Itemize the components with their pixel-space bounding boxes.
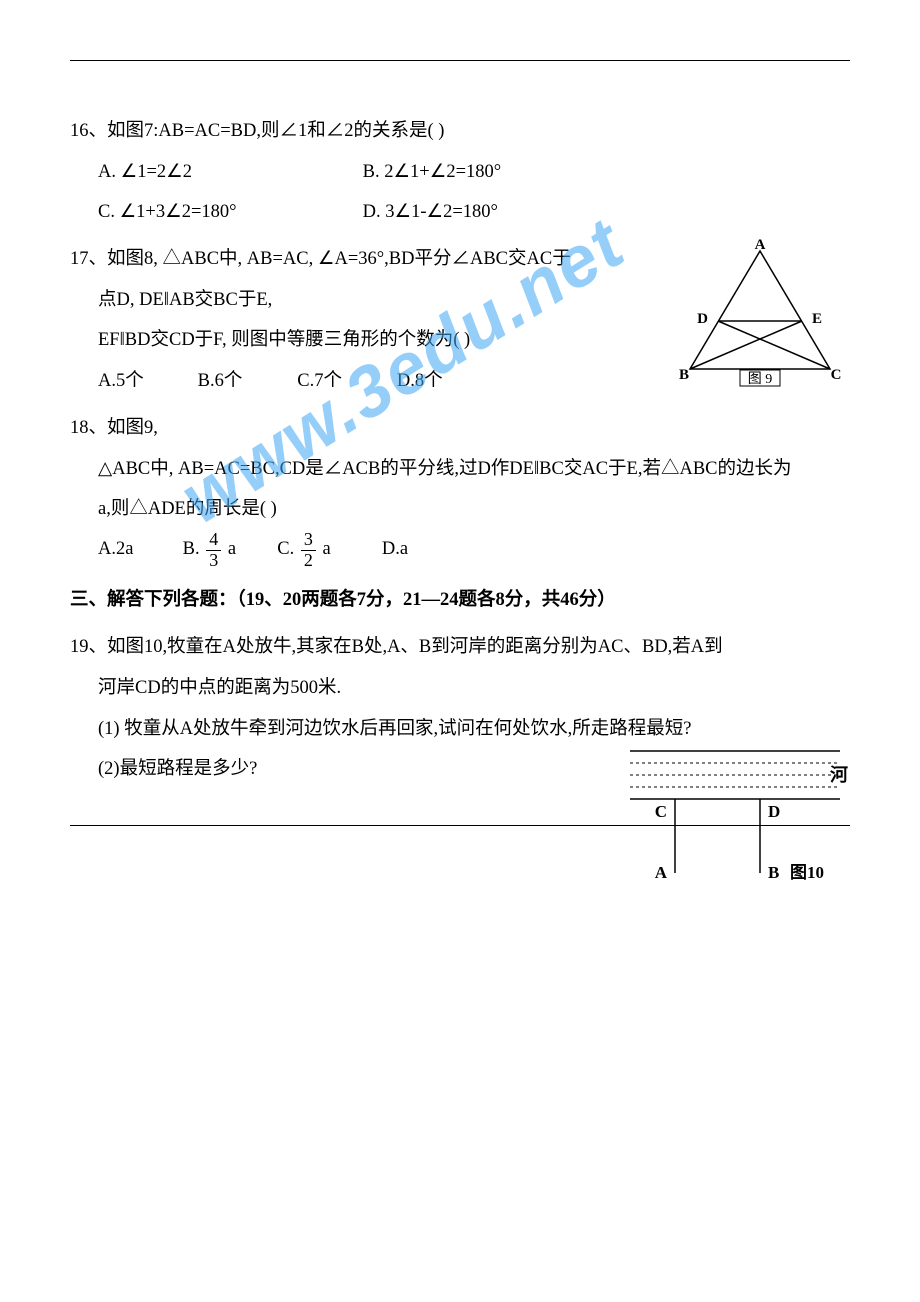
q16-optB: B. 2∠1+∠2=180° [363, 152, 502, 193]
q17-optB: B.6个 [198, 361, 293, 402]
q18-optB-pre: B. [183, 536, 200, 564]
q16-optD: D. 3∠1-∠2=180° [363, 192, 498, 233]
q18-optD: D.a [382, 536, 408, 564]
fig10-C: C [655, 802, 667, 821]
fig10-D: D [768, 802, 780, 821]
q18-options: A.2a B. 4 3 a C. 3 2 a D [70, 530, 850, 571]
fig10-B: B [768, 863, 779, 882]
q18-optA: A.2a [98, 536, 178, 564]
fig10-A: A [655, 863, 668, 882]
q16-options-row1: A. ∠1=2∠2 B. 2∠1+∠2=180° [70, 152, 850, 193]
document-body: 16、如图7:AB=AC=BD,则∠1和∠2的关系是( ) A. ∠1=2∠2 … [70, 61, 850, 790]
q17-optC: C.7个 [297, 361, 392, 402]
fig9-E: E [812, 311, 822, 327]
q19-line1: 19、如图10,牧童在A处放牛,其家在B处,A、B到河岸的距离分别为AC、BD,… [70, 627, 850, 668]
q18-optB-den: 3 [206, 551, 221, 571]
fig10-river: 河 [830, 765, 848, 785]
q16-options-row2: C. ∠1+3∠2=180° D. 3∠1-∠2=180° [70, 192, 850, 233]
q18-optC-den: 2 [301, 551, 316, 571]
fig9-D: D [697, 311, 708, 327]
q18-optC-num: 3 [301, 530, 316, 551]
fig9-label: 图 9 [748, 372, 773, 387]
q16-stem: 16、如图7:AB=AC=BD,则∠1和∠2的关系是( ) [70, 111, 850, 152]
question-19: 19、如图10,牧童在A处放牛,其家在B处,A、B到河岸的距离分别为AC、BD,… [70, 627, 850, 790]
fig9-B: B [679, 367, 689, 383]
question-18: 18、如图9, △ABC中, AB=AC=BC,CD是∠ACB的平分线,过D作D… [70, 408, 850, 571]
fig9-A: A [755, 239, 766, 253]
q16-optA: A. ∠1=2∠2 [98, 152, 358, 193]
q18-optB-post: a [228, 536, 236, 564]
q18-optC: C. 3 2 a [277, 530, 377, 571]
q18-optC-post: a [322, 536, 330, 564]
q17-optD: D.8个 [397, 361, 443, 402]
q18-optB-num: 4 [206, 530, 221, 551]
q18-line2: △ABC中, AB=AC=BC,CD是∠ACB的平分线,过D作DE‖BC交AC于… [70, 449, 850, 490]
q17-optA: A.5个 [98, 361, 193, 402]
q19-line2: 河岸CD的中点的距离为500米. [70, 668, 850, 709]
figure-10: 河 C D A B 图10 [625, 743, 850, 919]
q18-line3: a,则△ADE的周长是( ) [70, 489, 850, 530]
fig9-C: C [831, 367, 842, 383]
q18-optB: B. 4 3 a [183, 530, 273, 571]
question-16: 16、如图7:AB=AC=BD,则∠1和∠2的关系是( ) A. ∠1=2∠2 … [70, 111, 850, 233]
section-3-header: 三、解答下列各题：（19、20两题各7分，21—24题各8分，共46分） [70, 580, 850, 621]
q18-optB-frac: 4 3 [206, 530, 221, 571]
fig10-label: 图10 [790, 863, 824, 882]
figure-9: A D E B C 图 9 [670, 239, 850, 415]
bottom-rule [70, 825, 850, 826]
q18-optC-pre: C. [277, 536, 294, 564]
q18-optC-frac: 3 2 [301, 530, 316, 571]
q16-optC: C. ∠1+3∠2=180° [98, 192, 358, 233]
